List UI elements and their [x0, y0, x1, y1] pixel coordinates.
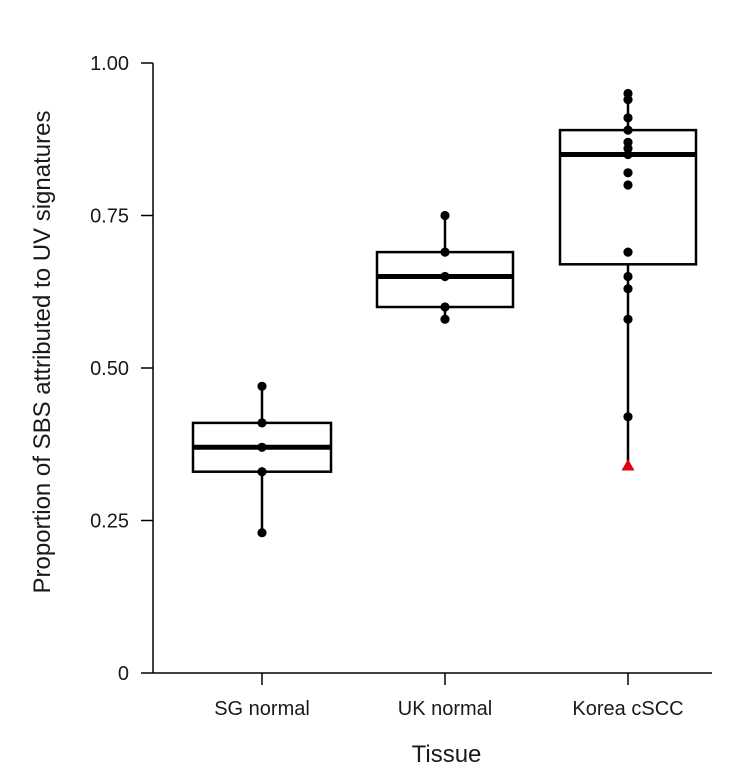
data-point [623, 247, 633, 257]
data-point [623, 284, 633, 294]
x-axis-title: Tissue [412, 741, 482, 768]
highlighted-point-triangle [621, 459, 635, 471]
data-point [440, 210, 450, 221]
y-ticks: 0 0.25 0.50 0.75 1.00 [90, 53, 153, 685]
data-point [623, 314, 633, 324]
y-axis: 0 0.25 0.50 0.75 1.00 [90, 53, 154, 685]
box-group [191, 386, 333, 533]
data-point [440, 302, 450, 312]
data-point [623, 88, 633, 99]
data-point [257, 467, 267, 477]
data-point [623, 412, 633, 422]
data-point [623, 125, 633, 135]
data-point [257, 418, 267, 428]
y-tick-label: 0.25 [90, 511, 129, 533]
y-tick-label: 0.50 [90, 358, 129, 380]
plot-area [191, 88, 698, 538]
data-point [440, 247, 450, 257]
x-axis: SG normal UK normal Korea cSCC [153, 672, 712, 720]
data-point [623, 271, 633, 282]
data-point [440, 314, 450, 324]
data-point [257, 528, 267, 538]
data-point [440, 271, 450, 282]
y-tick-label: 1.00 [90, 53, 129, 75]
data-point [257, 381, 267, 391]
data-point [623, 113, 633, 123]
data-point [623, 180, 633, 190]
data-point [623, 137, 633, 147]
y-tick-label: 0.75 [90, 206, 129, 228]
y-axis-title: Proportion of SBS attributed to UV signa… [29, 111, 56, 594]
data-point [623, 168, 633, 178]
x-tick-label: SG normal [214, 698, 310, 720]
data-point [257, 442, 267, 452]
y-tick-label: 0 [118, 663, 129, 685]
x-tick-label: UK normal [398, 698, 492, 720]
x-tick-label: Korea cSCC [572, 698, 683, 720]
x-ticks: SG normal UK normal Korea cSCC [214, 673, 684, 720]
